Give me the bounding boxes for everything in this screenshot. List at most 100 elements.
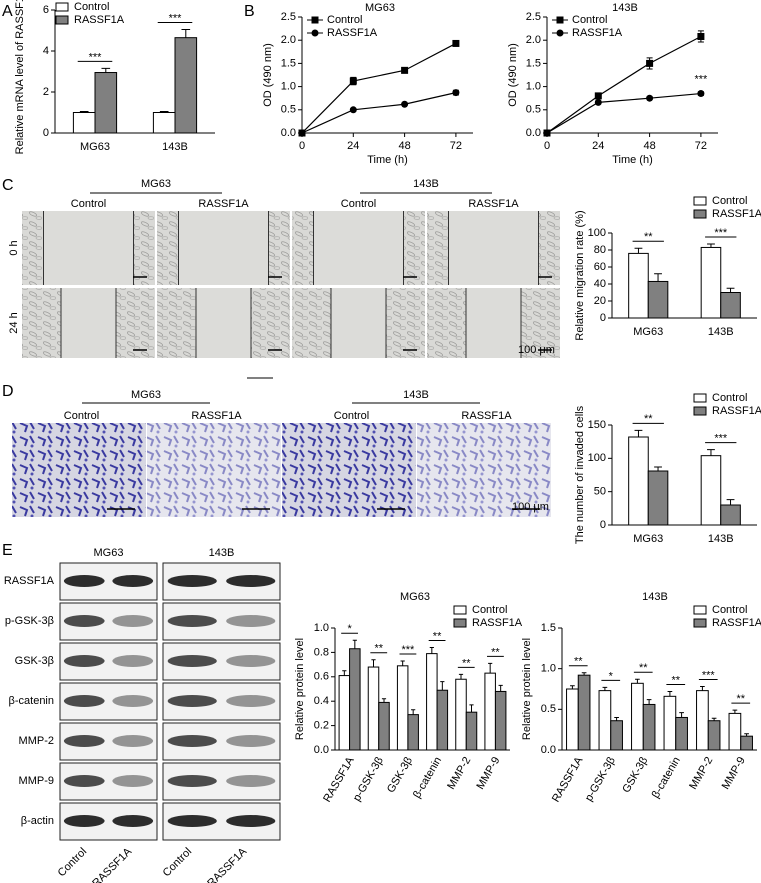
point — [697, 90, 705, 98]
y-tick-label: 80 — [594, 244, 606, 256]
band — [112, 775, 154, 787]
y-tick-label: 2.5 — [526, 11, 541, 23]
x-tick-label: MMP-2 — [445, 755, 473, 792]
scratch — [466, 288, 521, 358]
bar — [396, 665, 409, 751]
micrograph — [12, 423, 146, 517]
panel-label: A — [2, 3, 13, 20]
y-tick-label: 0.5 — [526, 104, 541, 116]
y-tick-label: 50 — [594, 486, 606, 498]
micrograph — [147, 423, 281, 517]
error-bar — [159, 110, 169, 113]
bar — [720, 292, 741, 319]
error-bar — [371, 659, 376, 668]
error-bar — [381, 698, 387, 703]
band — [112, 815, 154, 827]
y-tick-label: 0.6 — [314, 671, 329, 683]
x-tick-label: β-catenin — [411, 755, 444, 800]
y-tick-label: 150 — [588, 419, 606, 431]
error-bar — [654, 273, 662, 282]
significance: ** — [644, 413, 653, 425]
series-line — [546, 35, 702, 134]
point — [401, 66, 409, 74]
column-label: RASSF1A — [90, 845, 134, 883]
legend-swatch — [693, 393, 707, 403]
bar — [407, 714, 419, 751]
band — [112, 575, 154, 587]
column-label: Control — [56, 846, 90, 880]
scratch — [43, 211, 134, 285]
point — [401, 100, 409, 108]
legend-label: Control — [74, 1, 109, 13]
y-tick-label: 2.0 — [281, 34, 296, 46]
y-tick-label: 2.0 — [526, 34, 541, 46]
legend-swatch — [693, 196, 707, 206]
row-label: RASSF1A — [4, 575, 55, 587]
y-axis-label: Relative migration rate (%) — [574, 210, 586, 340]
error-bar — [400, 660, 405, 666]
significance: ** — [644, 231, 653, 243]
band — [167, 735, 217, 747]
significance: ** — [433, 630, 442, 642]
y-tick-label: 100 — [588, 452, 606, 464]
error-bar — [707, 449, 715, 456]
error-bar — [181, 28, 191, 38]
band — [226, 615, 276, 627]
y-tick-label: 1.0 — [541, 663, 556, 675]
significance: ** — [736, 693, 745, 705]
x-tick-label: 48 — [398, 140, 410, 152]
row-label: MMP-9 — [19, 775, 54, 787]
legend-label: RASSF1A — [572, 27, 623, 39]
x-tick-label: 72 — [450, 140, 462, 152]
legend-swatch — [693, 605, 707, 615]
significance: ** — [574, 656, 583, 668]
bar — [642, 703, 656, 751]
row-label: 24 h — [8, 312, 20, 333]
column-label: RASSF1A — [198, 198, 249, 210]
legend-label: RASSF1A — [472, 617, 523, 629]
point — [349, 77, 357, 85]
band — [226, 655, 276, 667]
column-label: Control — [71, 198, 106, 210]
x-tick-label: MG63 — [80, 141, 110, 153]
y-tick-label: 1.5 — [526, 57, 541, 69]
bar — [494, 690, 507, 751]
bar — [455, 678, 467, 751]
band — [63, 655, 105, 667]
band — [167, 615, 217, 627]
bar — [338, 675, 351, 751]
error-bar — [707, 243, 715, 248]
y-axis-label: Relative protein level — [521, 638, 533, 740]
bar — [426, 653, 438, 751]
legend-swatch — [453, 605, 467, 615]
legend-label: Control — [327, 14, 362, 26]
legend-marker — [311, 29, 319, 37]
significance: *** — [169, 12, 183, 24]
legend-swatch — [693, 618, 707, 628]
bar — [631, 682, 644, 751]
series-line — [301, 92, 457, 134]
error-bar — [635, 678, 640, 684]
legend-label: Control — [712, 392, 747, 404]
x-tick-label: RASSF1A — [550, 754, 586, 804]
band — [167, 695, 217, 707]
bar — [700, 455, 722, 526]
band — [63, 615, 105, 627]
x-tick-label: 24 — [592, 140, 604, 152]
y-tick-label: 0.0 — [281, 127, 296, 139]
panel-label: C — [2, 177, 14, 194]
error-bar — [101, 67, 111, 73]
bar — [367, 666, 380, 751]
point — [594, 98, 602, 106]
error-bar — [440, 681, 445, 691]
scale-label: 100 μm — [512, 501, 549, 513]
error-bar — [634, 247, 643, 254]
column-label: Control — [341, 198, 376, 210]
error-bar — [498, 684, 503, 692]
legend-label: Control — [472, 604, 507, 616]
y-tick-label: 40 — [594, 278, 606, 290]
error-bar — [654, 466, 662, 471]
legend-swatch — [693, 406, 707, 416]
x-tick-label: MG63 — [633, 533, 663, 545]
scratch — [178, 211, 269, 285]
